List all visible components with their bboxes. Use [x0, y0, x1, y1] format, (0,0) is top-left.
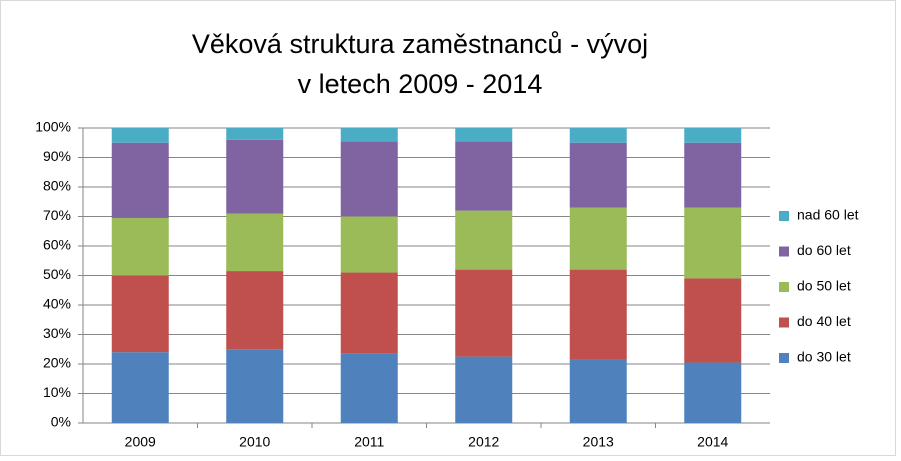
bar-segment: [340, 216, 398, 273]
bar-segment: [111, 217, 169, 276]
y-tick-label: 90%: [43, 148, 71, 164]
bar-segment: [340, 272, 398, 354]
bar-segment: [455, 269, 513, 357]
legend-swatch: [779, 282, 789, 292]
bar-segment: [226, 213, 284, 272]
legend-label: do 30 let: [797, 349, 851, 365]
bar-segment: [111, 142, 169, 218]
bar-segment: [340, 128, 398, 142]
legend-swatch: [779, 353, 789, 363]
x-tick-label: 2009: [125, 434, 156, 450]
legend-swatch: [779, 317, 789, 328]
y-tick-label: 80%: [43, 178, 71, 194]
bar-segment: [455, 141, 513, 211]
bar-segment: [684, 362, 742, 423]
x-tick-label: 2011: [354, 434, 384, 450]
bar-segment: [226, 128, 284, 140]
y-tick-label: 50%: [43, 266, 71, 282]
bar-segment: [569, 269, 627, 360]
bar-segment: [226, 349, 284, 423]
x-tick-label: 2010: [239, 434, 270, 450]
legend-label: do 60 let: [797, 242, 851, 258]
chart-title: v letech 2009 - 2014: [298, 69, 543, 99]
bar-segment: [569, 207, 627, 270]
bar-segment: [226, 271, 284, 350]
legend-swatch: [779, 246, 789, 257]
bar-segment: [111, 128, 169, 143]
bar-segment: [455, 210, 513, 270]
bar-segment: [569, 359, 627, 423]
bar-segment: [455, 128, 513, 142]
x-tick-label: 2014: [697, 434, 728, 450]
bar-segment: [684, 142, 742, 208]
y-tick-label: 40%: [43, 296, 71, 312]
y-tick-label: 30%: [43, 325, 71, 341]
bar-segment: [111, 352, 169, 423]
legend-label: do 50 let: [797, 278, 851, 294]
bar-segment: [111, 275, 169, 353]
y-tick-label: 60%: [43, 237, 71, 253]
legend-swatch: [779, 211, 789, 221]
bar-segment: [684, 128, 742, 143]
y-tick-label: 100%: [35, 119, 71, 135]
chart-title: Věková struktura zaměstnanců - vývoj: [192, 29, 648, 59]
x-tick-label: 2013: [583, 434, 614, 450]
bar-segment: [569, 128, 627, 143]
bar-segment: [226, 139, 284, 214]
bar-segment: [684, 278, 742, 363]
legend-label: nad 60 let: [797, 207, 859, 223]
y-tick-label: 10%: [43, 384, 71, 400]
x-tick-label: 2012: [468, 434, 499, 450]
bar-segment: [569, 142, 627, 208]
legend-label: do 40 let: [797, 313, 851, 329]
bar-segment: [684, 207, 742, 279]
y-tick-label: 0%: [51, 414, 71, 430]
bar-segment: [340, 353, 398, 423]
bar-segment: [455, 356, 513, 423]
y-tick-label: 70%: [43, 207, 71, 223]
y-tick-label: 20%: [43, 355, 71, 371]
bar-segment: [340, 141, 398, 217]
